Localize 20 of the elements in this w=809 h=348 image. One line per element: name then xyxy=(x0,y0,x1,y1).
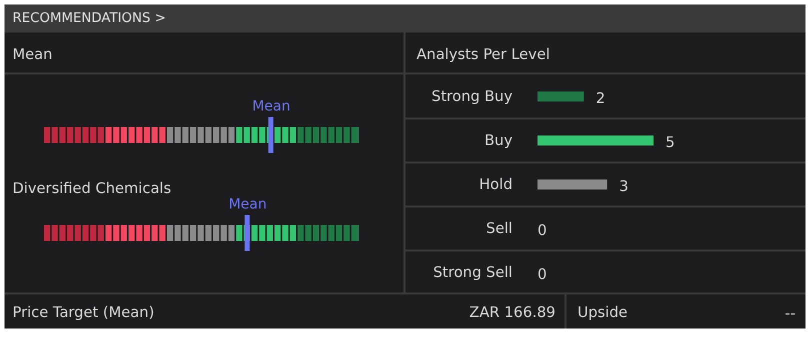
y-tick-label: Hold xyxy=(479,176,513,193)
text: Price Target (Mean) xyxy=(12,304,154,321)
chart-title: Analysts Per Level xyxy=(416,46,550,63)
data-label: 0 xyxy=(538,222,547,239)
text: RECOMMENDATIONS > xyxy=(12,11,166,26)
data-label: 0 xyxy=(538,266,547,283)
y-tick-label: Strong Buy xyxy=(432,88,513,105)
text: -- xyxy=(784,305,796,322)
text: Diversified Chemicals xyxy=(12,180,172,197)
data-label: 2 xyxy=(596,90,606,107)
text: ZAR 166.89 xyxy=(469,304,556,321)
y-tick-label: Strong Sell xyxy=(433,264,512,281)
y-tick-label: Buy xyxy=(484,132,513,149)
data-label: 3 xyxy=(619,178,628,195)
text: Mean xyxy=(228,196,267,212)
text: Mean xyxy=(252,98,290,114)
text: Upside xyxy=(578,304,628,321)
data-label: 5 xyxy=(666,134,675,151)
y-tick-label: Sell xyxy=(486,220,513,237)
text: Mean xyxy=(12,46,52,63)
